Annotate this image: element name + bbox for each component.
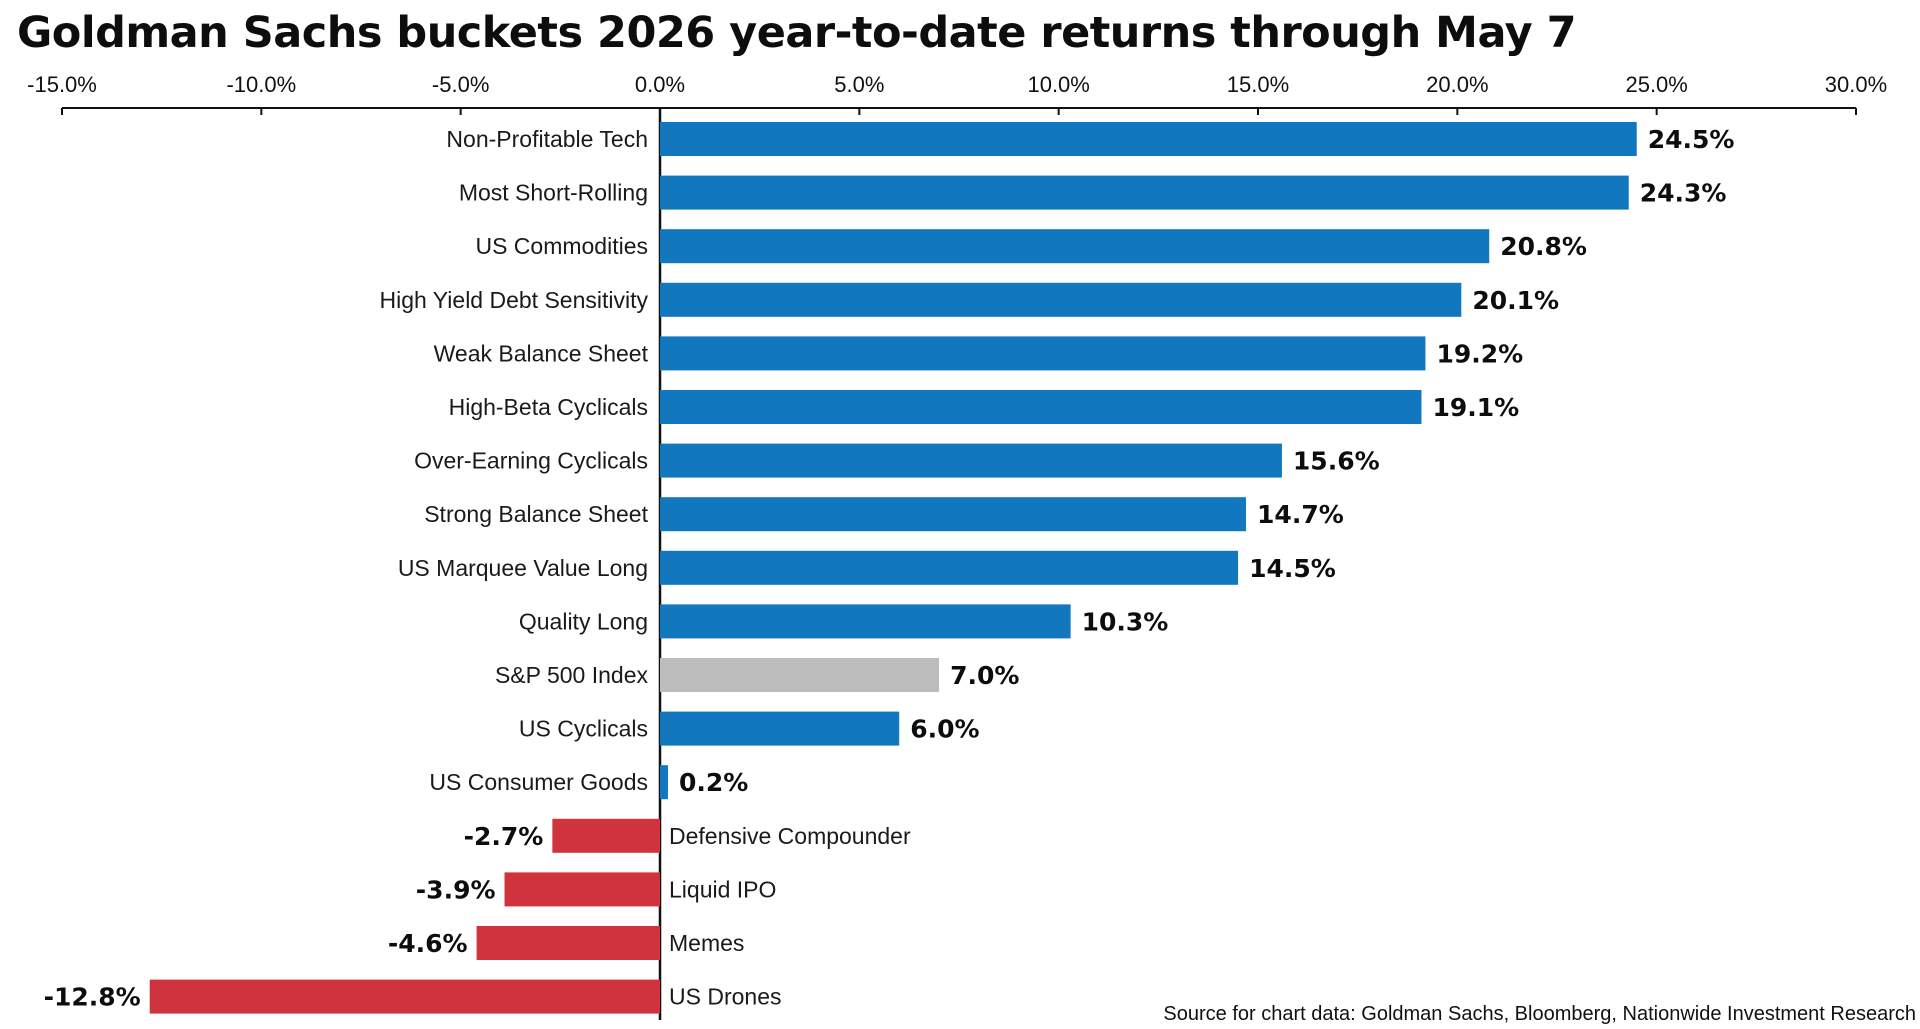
bar bbox=[660, 175, 1629, 210]
x-tick-label: 30.0% bbox=[1825, 72, 1887, 97]
category-labels: Non-Profitable Tech Most Short-Rolling US … bbox=[380, 126, 911, 1010]
x-tick-label: 15.0% bbox=[1227, 72, 1289, 97]
bar bbox=[660, 282, 1462, 317]
x-tick-label: 0.0% bbox=[635, 72, 685, 97]
category-label: US Consumer Goods bbox=[429, 769, 648, 795]
value-label: -4.6% bbox=[388, 929, 468, 958]
bar bbox=[660, 711, 900, 746]
value-label: -3.9% bbox=[416, 875, 496, 904]
value-label: 15.6% bbox=[1293, 447, 1380, 476]
value-label: 10.3% bbox=[1082, 607, 1169, 636]
bar bbox=[149, 979, 660, 1014]
value-label: 7.0% bbox=[950, 661, 1019, 690]
value-label: -2.7% bbox=[464, 822, 544, 851]
bar bbox=[660, 765, 668, 800]
bar bbox=[504, 872, 660, 907]
category-label: Memes bbox=[669, 930, 744, 956]
bars bbox=[149, 122, 1637, 1014]
chart-title: Goldman Sachs buckets 2026 year-to-date … bbox=[17, 8, 1577, 58]
x-tick-label: -5.0% bbox=[432, 72, 489, 97]
value-label: 14.7% bbox=[1257, 500, 1344, 529]
bar bbox=[660, 497, 1247, 532]
bar bbox=[660, 443, 1282, 478]
category-label: Liquid IPO bbox=[669, 876, 776, 902]
bar bbox=[660, 390, 1422, 424]
value-label: 20.8% bbox=[1500, 232, 1587, 261]
category-label: High Yield Debt Sensitivity bbox=[380, 287, 649, 313]
category-label: Quality Long bbox=[519, 608, 648, 634]
value-label: -12.8% bbox=[44, 983, 141, 1012]
value-label: 19.1% bbox=[1432, 393, 1519, 422]
value-label: 24.3% bbox=[1640, 179, 1727, 208]
category-label: Non-Profitable Tech bbox=[446, 126, 648, 152]
category-label: Most Short-Rolling bbox=[459, 180, 648, 206]
value-label: 19.2% bbox=[1436, 339, 1523, 368]
bar bbox=[660, 229, 1490, 264]
category-label: US Marquee Value Long bbox=[398, 555, 648, 581]
value-label: 14.5% bbox=[1249, 554, 1336, 583]
value-label: 20.1% bbox=[1472, 286, 1559, 315]
category-label: High-Beta Cyclicals bbox=[449, 394, 648, 420]
source-note: Source for chart data: Goldman Sachs, Bl… bbox=[1163, 1003, 1916, 1025]
x-tick-label: 20.0% bbox=[1426, 72, 1488, 97]
category-label: US Commodities bbox=[475, 233, 648, 259]
bar bbox=[660, 122, 1637, 156]
value-label: 6.0% bbox=[910, 715, 979, 744]
category-label: S&P 500 Index bbox=[495, 662, 649, 688]
bar bbox=[660, 604, 1071, 639]
bar bbox=[660, 550, 1239, 585]
x-tick-label: 5.0% bbox=[834, 72, 884, 97]
category-label: Defensive Compounder bbox=[669, 823, 911, 849]
x-tick-label: -15.0% bbox=[27, 72, 97, 97]
bar bbox=[552, 818, 660, 853]
x-axis: -15.0% -10.0% -5.0% 0.0% 5.0% 10.0% 15.0% 20.0%… bbox=[27, 72, 1887, 1020]
value-labels: 24.5% 24.3% 20.8% 20.1% 19.2% 19.1% 15.6% 14.7%… bbox=[44, 125, 1735, 1012]
bar bbox=[476, 926, 660, 960]
category-label: Over-Earning Cyclicals bbox=[414, 448, 648, 474]
x-tick-label: 10.0% bbox=[1027, 72, 1089, 97]
value-label: 0.2% bbox=[679, 768, 748, 797]
category-label: US Drones bbox=[669, 984, 781, 1010]
x-tick-label: 25.0% bbox=[1625, 72, 1687, 97]
bar bbox=[660, 336, 1426, 371]
category-label: Weak Balance Sheet bbox=[434, 340, 649, 366]
x-tick-label: -10.0% bbox=[226, 72, 296, 97]
category-label: Strong Balance Sheet bbox=[424, 501, 648, 527]
bar bbox=[660, 658, 940, 692]
value-label: 24.5% bbox=[1648, 125, 1735, 154]
category-label: US Cyclicals bbox=[519, 716, 648, 742]
